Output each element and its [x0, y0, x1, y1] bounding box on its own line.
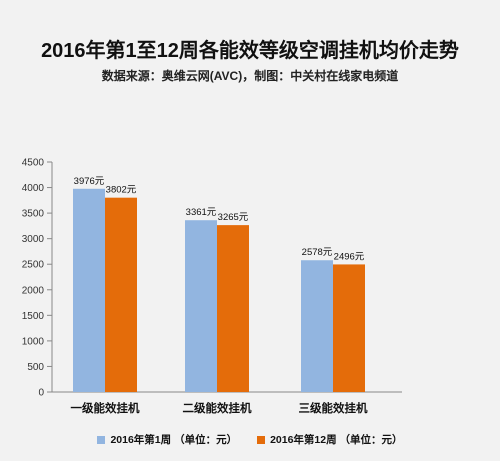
legend: 2016年第1周 （单位：元） 2016年第12周 （单位：元） [0, 432, 500, 447]
data-label: 2578元 [302, 247, 333, 258]
y-tick-label: 3000 [22, 234, 45, 245]
data-label: 2496元 [334, 251, 365, 262]
category-label: 二级能效挂机 [183, 401, 252, 415]
legend-swatch-series-2 [257, 435, 266, 444]
y-tick-label: 4500 [22, 158, 45, 169]
y-tick-label: 3500 [22, 209, 45, 220]
chart-title: 2016年第1至12周各能效等级空调挂机均价走势 [41, 40, 459, 62]
bar-series-1 [73, 188, 105, 392]
data-label: 3361元 [186, 207, 217, 218]
y-tick-label: 0 [38, 388, 44, 399]
legend-item-series-1: 2016年第1周 （单位：元） [97, 432, 237, 447]
category-label: 一级能效挂机 [71, 401, 140, 415]
legend-item-series-2: 2016年第12周 （单位：元） [257, 432, 403, 447]
y-tick-label: 1500 [22, 311, 45, 322]
bar-series-2 [333, 264, 365, 392]
y-tick-label: 1000 [22, 336, 45, 347]
legend-label-series-2: 2016年第12周 （单位：元） [270, 434, 403, 446]
y-tick-label: 500 [27, 362, 44, 373]
chart-subtitle: 数据来源：奥维云网(AVC)，制图：中关村在线家电频道 [101, 69, 399, 83]
y-tick-label: 4000 [22, 183, 45, 194]
bar-series-1 [301, 260, 333, 392]
legend-label-series-1: 2016年第1周 （单位：元） [110, 434, 238, 446]
category-label: 三级能效挂机 [299, 401, 368, 415]
legend-swatch-series-1 [97, 435, 106, 444]
bar-series-1 [185, 220, 217, 392]
y-tick-label: 2000 [22, 285, 45, 296]
bar-series-2 [105, 197, 137, 392]
bar-series-2 [217, 225, 249, 392]
y-tick-label: 2500 [22, 260, 45, 271]
data-label: 3265元 [218, 212, 249, 223]
data-label: 3802元 [106, 185, 137, 196]
data-label: 3976元 [74, 176, 105, 187]
